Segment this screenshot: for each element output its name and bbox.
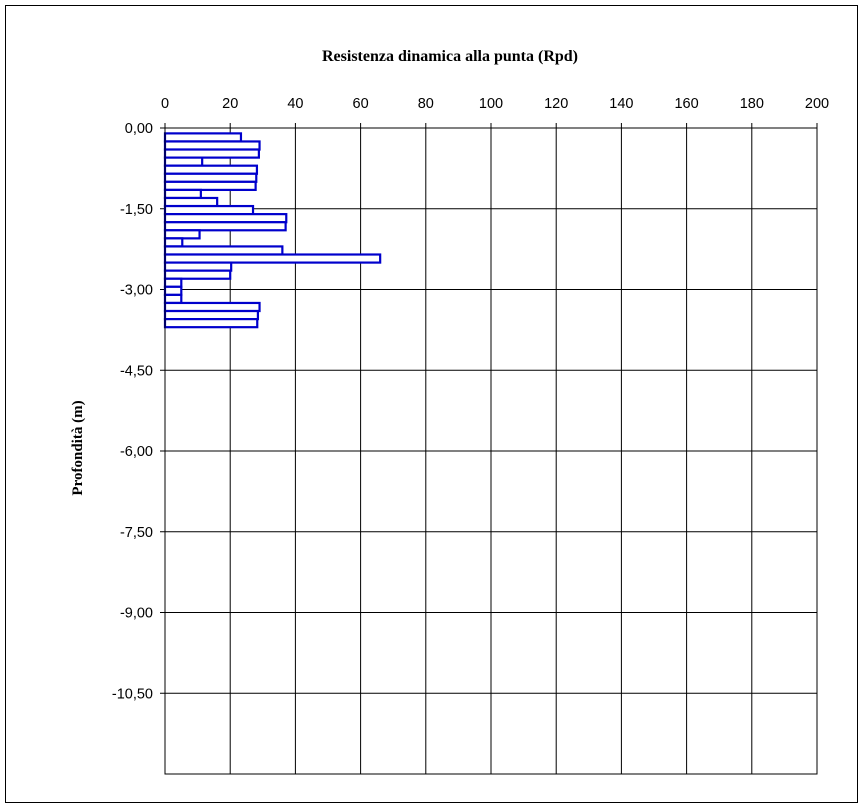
plot-area-border	[164, 127, 818, 775]
y-axis-title: Profondità (m)	[70, 400, 86, 495]
y-tick-label: -10,50	[112, 686, 153, 702]
bar	[163, 221, 287, 232]
y-tick-label: -1,50	[120, 202, 153, 218]
x-tick-label: 0	[161, 96, 169, 112]
y-tick-labels: 0,00 -1,50 -3,00 -4,50 -6,00 -7,50 -9,00 -10,50	[112, 121, 153, 702]
x-tick-label: 120	[544, 96, 568, 112]
y-tick-label: -9,00	[120, 606, 153, 622]
bar	[163, 277, 183, 288]
bar	[163, 285, 183, 296]
x-tick-label: 160	[674, 96, 698, 112]
bar	[163, 318, 259, 329]
bar	[163, 188, 202, 200]
bar	[163, 172, 258, 183]
bars-group	[163, 132, 382, 329]
x-tick-label: 140	[609, 96, 633, 112]
bar	[163, 229, 201, 240]
y-tick-label: -7,50	[120, 525, 153, 541]
y-tick-label: -4,50	[120, 363, 153, 379]
bar	[163, 301, 261, 313]
x-tick-label: 20	[222, 96, 238, 112]
chart-frame	[5, 5, 858, 803]
top-strip	[0, 0, 865, 5]
x-tick-label: 200	[805, 96, 829, 112]
bar	[163, 196, 219, 208]
bar	[163, 253, 382, 264]
bar	[163, 180, 257, 192]
x-tick-label: 180	[740, 96, 764, 112]
bar	[163, 164, 259, 175]
bar	[163, 132, 243, 143]
bar	[163, 140, 261, 151]
x-tick-label: 80	[418, 96, 434, 112]
bar	[163, 156, 204, 167]
y-tick-label: -3,00	[120, 283, 153, 299]
bar	[163, 204, 255, 216]
x-tick-labels: 0 20 40 60 80 100 120 140 160 180 200	[161, 96, 829, 112]
x-tick-label: 60	[353, 96, 369, 112]
bar	[163, 269, 232, 280]
bar	[163, 293, 183, 305]
x-tick-label: 40	[287, 96, 303, 112]
bar	[163, 245, 284, 256]
y-tick-label: 0,00	[125, 121, 153, 137]
chart-title: Resistenza dinamica alla punta (Rpd)	[322, 48, 578, 65]
bar	[163, 213, 288, 224]
x-tick-label: 100	[479, 96, 503, 112]
bar	[163, 261, 233, 272]
bar	[163, 309, 260, 321]
y-tick-label: -6,00	[120, 444, 153, 460]
bar	[163, 237, 184, 248]
bar	[163, 148, 260, 159]
